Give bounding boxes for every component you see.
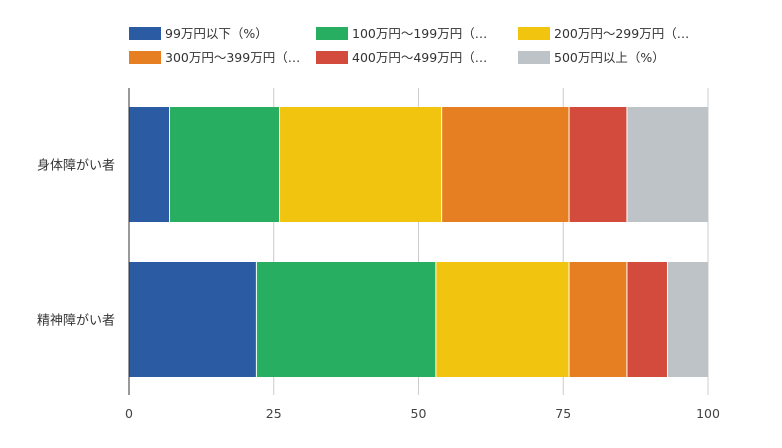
x-tick-label-1: 25 <box>266 406 282 421</box>
category-label-1: 精神障がい者 <box>37 314 115 329</box>
bar-1-2[interactable] <box>435 262 570 377</box>
x-tick-label-4: 100 <box>696 406 720 421</box>
legend-swatch-4[interactable] <box>316 51 348 64</box>
legend-swatch-5[interactable] <box>518 51 550 64</box>
legend-label-0[interactable]: 99万円以下（%） <box>165 26 268 41</box>
legend: 99万円以下（%） 100万円～199万円（… 200万円～299万円（… 300万円… <box>129 26 689 65</box>
legend-swatch-3[interactable] <box>129 51 161 64</box>
bar-0-5[interactable] <box>626 107 708 222</box>
x-tick-label-2: 50 <box>411 406 427 421</box>
legend-label-1[interactable]: 100万円～199万円（… <box>352 26 487 41</box>
legend-label-5[interactable]: 500万円以上（%） <box>554 50 665 65</box>
x-tick-label-0: 0 <box>125 406 133 421</box>
legend-swatch-0[interactable] <box>129 27 161 40</box>
legend-swatch-1[interactable] <box>316 27 348 40</box>
tick-labels: 0 25 50 75 100 <box>125 406 720 421</box>
bar-0-3[interactable] <box>441 107 570 222</box>
bar-0-1[interactable] <box>169 107 280 222</box>
legend-label-3[interactable]: 300万円～399万円（… <box>165 50 300 65</box>
bar-1-1[interactable] <box>256 262 436 377</box>
bar-0-2[interactable] <box>279 107 442 222</box>
bar-1-5[interactable] <box>667 262 708 377</box>
legend-label-2[interactable]: 200万円～299万円（… <box>554 26 689 41</box>
bar-1-3[interactable] <box>569 262 627 377</box>
bar-1-0[interactable] <box>129 262 257 377</box>
legend-label-4[interactable]: 400万円～499万円（… <box>352 50 487 65</box>
bars <box>129 107 708 377</box>
legend-swatch-2[interactable] <box>518 27 550 40</box>
bar-1-4[interactable] <box>626 262 668 377</box>
category-label-0: 身体障がい者 <box>37 158 115 174</box>
bar-0-0[interactable] <box>129 107 170 222</box>
x-tick-label-3: 75 <box>555 406 571 421</box>
bar-0-4[interactable] <box>569 107 627 222</box>
